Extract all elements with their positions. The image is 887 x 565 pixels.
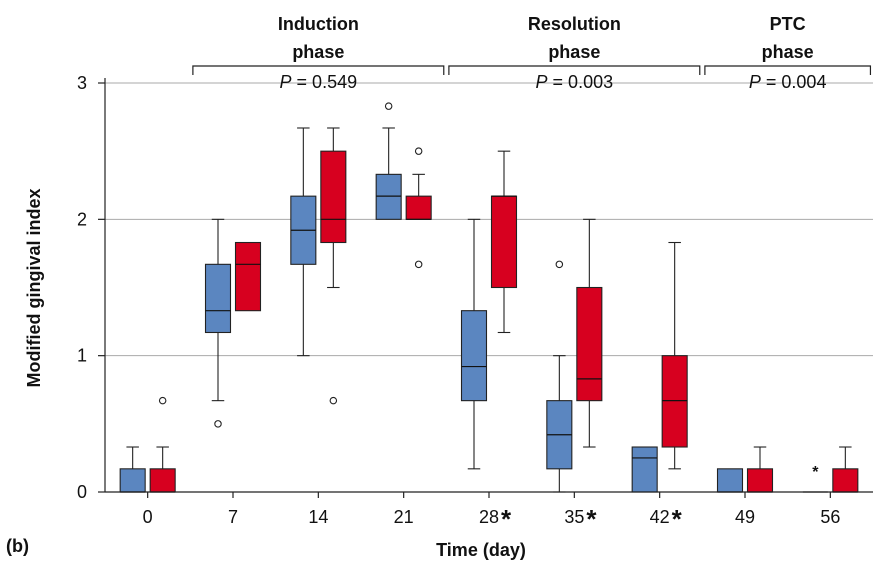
- axes: [98, 78, 873, 498]
- box-red-21: [405, 147, 432, 269]
- phase-bracket-2: PTC phase P = 0.004: [704, 14, 872, 92]
- phase-bracket-0: Induction phase P = 0.549: [192, 14, 445, 92]
- box-body: [631, 446, 658, 493]
- phase-title-line2: phase: [292, 42, 344, 62]
- box-red-28: [490, 150, 518, 334]
- y-axis-title: Modified gingival index: [24, 188, 44, 387]
- y-tick-label-1: 1: [77, 346, 87, 366]
- outlier-point-1: [414, 260, 423, 269]
- box-body: [405, 195, 432, 220]
- significance-star-28: *: [501, 504, 512, 534]
- x-tick-label-35: 35: [564, 507, 584, 527]
- box-layer: *: [119, 102, 859, 493]
- phase-title-line2: phase: [762, 42, 814, 62]
- box-blue-42: [631, 446, 658, 493]
- box-blue-7: [204, 218, 232, 428]
- box-body: [375, 173, 402, 220]
- x-tick-label-14: 14: [308, 507, 328, 527]
- box-body: [460, 310, 488, 402]
- box-red-0: [149, 396, 176, 493]
- x-tick-label-7: 7: [228, 507, 238, 527]
- significance-star-35: *: [586, 504, 597, 534]
- bracket-line: [704, 65, 872, 75]
- box-body: [576, 286, 603, 402]
- phase-p-value: P = 0.004: [749, 72, 827, 92]
- box-blue-56: *: [802, 464, 828, 493]
- x-tick-label-0: 0: [143, 507, 153, 527]
- box-body: [716, 468, 744, 493]
- box-body: [832, 468, 859, 493]
- extreme-marker: *: [812, 464, 819, 481]
- phase-p-value: P = 0.003: [536, 72, 614, 92]
- bracket-line: [448, 65, 701, 75]
- box-blue-35: [546, 260, 573, 493]
- box-body: [234, 241, 262, 312]
- phase-bracket-1: Resolution phase P = 0.003: [448, 14, 701, 92]
- y-tick-label-2: 2: [77, 209, 87, 229]
- box-red-35: [576, 218, 603, 448]
- box-red-49: [746, 446, 774, 493]
- box-blue-28: [460, 218, 488, 470]
- significance-star-42: *: [672, 504, 683, 534]
- phase-title-line1: Resolution: [528, 14, 621, 34]
- box-body: [746, 468, 774, 493]
- x-tick-label-49: 49: [735, 507, 755, 527]
- x-tick-label-56: 56: [820, 507, 840, 527]
- phase-title-line1: PTC: [770, 14, 806, 34]
- box-body: [204, 263, 232, 334]
- outlier-point-0: [214, 420, 222, 428]
- box-body: [490, 195, 518, 289]
- bracket-line: [192, 65, 445, 75]
- box-blue-14: [290, 127, 317, 357]
- phase-title-line1: Induction: [278, 14, 359, 34]
- box-red-14: [320, 127, 347, 405]
- x-tick-label-21: 21: [394, 507, 414, 527]
- x-tick-label-28: 28: [479, 507, 499, 527]
- y-tick-label-3: 3: [77, 73, 87, 93]
- box-blue-0: [119, 446, 146, 493]
- box-red-56: [832, 446, 859, 493]
- gridlines: [105, 82, 873, 357]
- outlier-point-0: [329, 396, 338, 405]
- box-blue-21: [375, 102, 402, 220]
- y-tick-label-0: 0: [77, 482, 87, 502]
- box-body: [119, 468, 146, 493]
- outlier-point-0: [414, 147, 423, 155]
- box-body: [661, 355, 688, 448]
- box-red-7: [234, 241, 262, 312]
- box-body: [320, 150, 347, 244]
- x-tick-label-42: 42: [650, 507, 670, 527]
- outlier-point-0: [555, 260, 564, 269]
- box-body: [149, 468, 176, 493]
- outlier-point-0: [384, 102, 393, 110]
- box-blue-49: [716, 468, 744, 493]
- x-axis-title: Time (day): [436, 540, 526, 560]
- box-red-42: [661, 241, 688, 470]
- phase-p-value: P = 0.549: [280, 72, 358, 92]
- panel-label: (b): [6, 536, 29, 556]
- outlier-point-0: [158, 396, 167, 405]
- phase-title-line2: phase: [548, 42, 600, 62]
